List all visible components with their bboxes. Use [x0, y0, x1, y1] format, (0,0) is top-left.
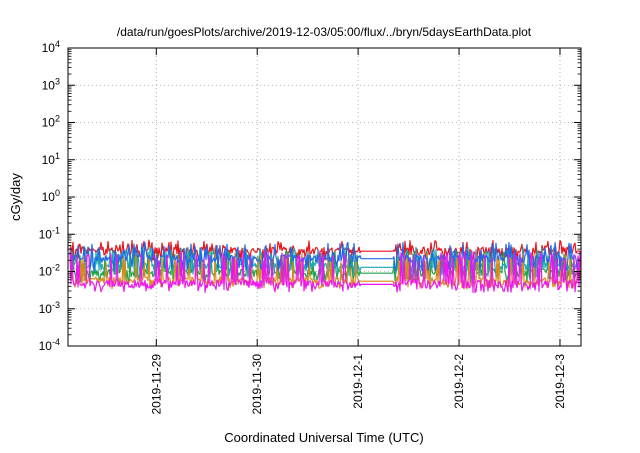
- series-line: [69, 250, 582, 293]
- y-tick-label: 10-4: [39, 337, 60, 353]
- y-axis-label: cGy/day: [8, 173, 23, 221]
- series-line: [69, 242, 582, 272]
- chart-title: /data/run/goesPlots/archive/2019-12-03/0…: [117, 25, 532, 39]
- x-tick-label: 2019-11-29: [149, 354, 163, 415]
- x-tick-label: 2019-12-1: [351, 354, 365, 409]
- y-tick-label: 10-2: [39, 263, 60, 279]
- y-tick-label: 102: [42, 114, 60, 130]
- y-tick-label: 100: [42, 188, 60, 204]
- grid-layer: [68, 48, 581, 346]
- y-tick-label: 103: [42, 76, 60, 92]
- x-tick-label: 2019-12-2: [452, 354, 466, 409]
- x-axis-label: Coordinated Universal Time (UTC): [224, 430, 423, 445]
- x-tick-label: 2019-11-30: [250, 354, 264, 415]
- y-tick-label: 101: [42, 151, 60, 167]
- series-layer: [69, 239, 582, 293]
- y-tick-label: 104: [42, 39, 60, 55]
- y-tick-label: 10-3: [39, 300, 60, 316]
- tick-layer: 10-4 10-3 10-2 10-1 100 101 102 103 104 2019-11-2…: [39, 39, 581, 415]
- x-tick-label: 2019-12-3: [553, 354, 567, 409]
- y-tick-label: 10-1: [39, 225, 60, 241]
